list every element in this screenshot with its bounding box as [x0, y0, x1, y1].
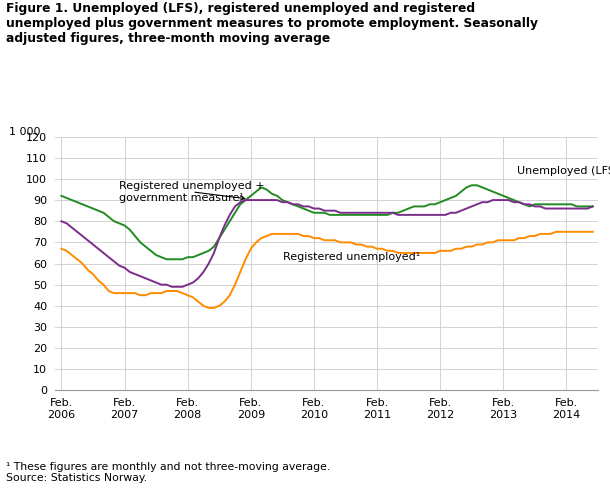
Text: Figure 1. Unemployed (LFS), registered unemployed and registered
unemployed plus: Figure 1. Unemployed (LFS), registered u… — [6, 2, 538, 45]
Text: ¹ These figures are monthly and not three-moving average.
Source: Statistics Nor: ¹ These figures are monthly and not thre… — [6, 462, 331, 483]
Text: 1 000: 1 000 — [9, 127, 40, 137]
Text: Unemployed (LFS): Unemployed (LFS) — [517, 166, 610, 176]
Text: Registered unemployed +
government measure¹: Registered unemployed + government measu… — [120, 181, 265, 203]
Text: Registered unemployed¹: Registered unemployed¹ — [284, 252, 421, 263]
